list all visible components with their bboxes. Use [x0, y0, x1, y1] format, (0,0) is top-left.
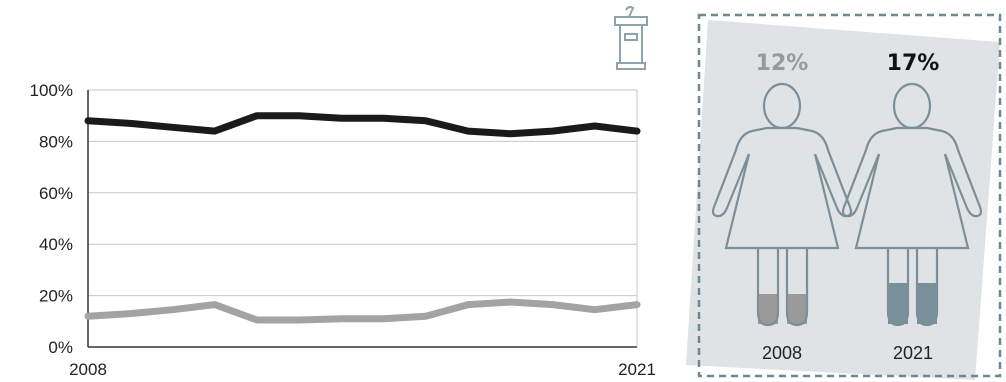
chart-series: [84, 112, 641, 324]
y-tick-label: 20%: [39, 287, 73, 306]
podium-icon: [614, 5, 648, 70]
woman-icon: [711, 82, 853, 327]
value-label-2021: 17%: [887, 51, 940, 76]
y-tick-label: 80%: [39, 132, 73, 151]
y-tick-label: 40%: [39, 235, 73, 254]
value-label-2008: 12%: [756, 51, 809, 76]
woman-icon: [841, 82, 983, 327]
y-tick-label: 0%: [48, 338, 73, 357]
x-tick-label: 2021: [618, 360, 656, 379]
figure-fill-2008: [787, 294, 807, 324]
series-line: [84, 112, 641, 138]
y-tick-label: 60%: [39, 184, 73, 203]
panel-dashed-border: [697, 13, 1002, 378]
y-axis-labels: 100% 80% 60% 40% 20% 0%: [30, 81, 73, 357]
x-axis-labels: 2008 2021: [69, 360, 656, 379]
panel-background: [686, 20, 1000, 380]
figure-fill-2008: [758, 294, 778, 324]
series-line: [84, 298, 641, 324]
comparison-panel: 12% 17% 2008 2021: [686, 13, 1002, 380]
y-tick-label: 100%: [30, 81, 73, 100]
chart-grid: [87, 89, 638, 348]
year-label-2021: 2021: [893, 343, 933, 363]
year-label-2008: 2008: [762, 343, 802, 363]
figure-fill-2021: [888, 283, 908, 324]
x-tick-label: 2008: [69, 360, 107, 379]
figure-fill-2021: [917, 283, 937, 324]
